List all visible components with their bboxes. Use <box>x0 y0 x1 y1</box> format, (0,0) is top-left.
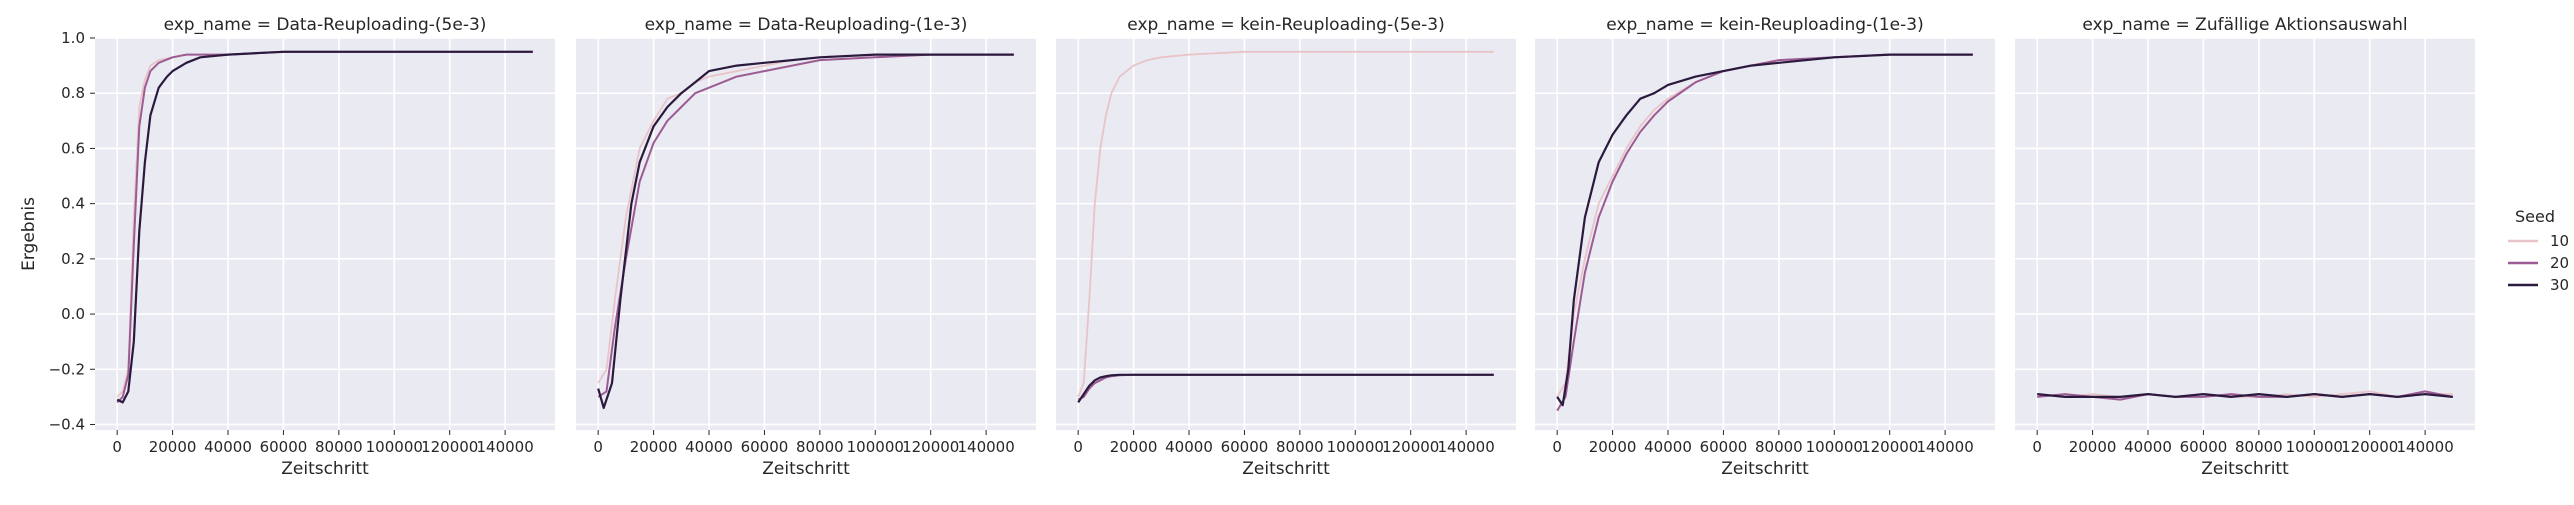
series-line-seed-30 <box>1556 53 1973 407</box>
x-tick-label: 40000 <box>1644 438 1692 456</box>
x-tick-label: 40000 <box>204 438 252 456</box>
x-tick-label: 20000 <box>1110 438 1158 456</box>
x-tick-label: 140000 <box>1916 438 1973 456</box>
x-tick-label: 0 <box>2032 438 2042 456</box>
x-tick-label: 0 <box>112 438 122 456</box>
x-tick-label: 0 <box>1552 438 1562 456</box>
y-axis-label: Ergebnis <box>19 197 39 271</box>
x-tick-label: 80000 <box>2235 438 2283 456</box>
panel-title: exp_name = kein-Reuploading-(1e-3) <box>1606 15 1923 35</box>
x-tick-label: 60000 <box>2180 438 2228 456</box>
panel-background <box>576 38 1036 430</box>
x-tick-label: 40000 <box>1165 438 1213 456</box>
x-tick-label: 100000 <box>1806 438 1863 456</box>
y-tick-label: 0.4 <box>61 195 85 213</box>
panel-title: exp_name = kein-Reuploading-(5e-3) <box>1127 15 1444 35</box>
x-tick-label: 140000 <box>476 438 533 456</box>
x-axis-label: Zeitschritt <box>1242 459 1330 479</box>
x-tick-label: 140000 <box>1437 438 1494 456</box>
x-tick-label: 40000 <box>685 438 733 456</box>
panel-background <box>1535 38 1995 430</box>
x-tick-label: 40000 <box>2124 438 2172 456</box>
x-axis-label: Zeitschritt <box>1721 459 1809 479</box>
panel-title: exp_name = Data-Reuploading-(1e-3) <box>645 15 968 35</box>
x-tick-label: 100000 <box>847 438 904 456</box>
x-tick-label: 0 <box>593 438 603 456</box>
x-tick-label: 80000 <box>1276 438 1324 456</box>
panel-background <box>1056 38 1516 430</box>
y-tick-label: 1.0 <box>61 29 85 47</box>
series-line-seed-30 <box>116 50 533 404</box>
x-tick-label: 20000 <box>1589 438 1637 456</box>
legend-entry-label: 10 <box>2550 232 2569 250</box>
x-tick-label: 100000 <box>366 438 423 456</box>
x-tick-label: 120000 <box>1382 438 1439 456</box>
panel-background <box>95 38 555 430</box>
x-tick-label: 120000 <box>1861 438 1918 456</box>
x-tick-label: 120000 <box>2341 438 2398 456</box>
x-tick-label: 20000 <box>630 438 678 456</box>
x-tick-label: 140000 <box>2396 438 2453 456</box>
x-tick-label: 60000 <box>260 438 308 456</box>
x-tick-label: 100000 <box>2286 438 2343 456</box>
x-tick-label: 80000 <box>796 438 844 456</box>
series-line-seed-10 <box>2037 390 2453 398</box>
legend-entry-label: 30 <box>2550 276 2569 294</box>
x-axis-label: Zeitschritt <box>762 459 850 479</box>
series-line-seed-30 <box>2037 393 2453 398</box>
x-tick-label: 60000 <box>1221 438 1269 456</box>
x-tick-label: 120000 <box>421 438 478 456</box>
series-line-seed-30 <box>597 53 1014 409</box>
y-tick-label: 0.6 <box>61 139 85 157</box>
y-tick-label: −0.2 <box>49 360 85 378</box>
panel-background <box>2015 38 2475 430</box>
x-tick-label: 0 <box>1073 438 1083 456</box>
series-line-seed-20 <box>1556 53 1973 412</box>
legend-title: Seed <box>2515 207 2555 226</box>
x-tick-label: 100000 <box>1327 438 1384 456</box>
x-axis-label: Zeitschritt <box>281 459 369 479</box>
x-axis-label: Zeitschritt <box>2201 459 2289 479</box>
x-tick-label: 80000 <box>315 438 363 456</box>
y-tick-label: 0.0 <box>61 305 85 323</box>
x-tick-label: 120000 <box>902 438 959 456</box>
x-tick-label: 140000 <box>957 438 1014 456</box>
y-tick-label: −0.4 <box>49 415 85 433</box>
x-tick-label: 20000 <box>149 438 197 456</box>
series-line-seed-30 <box>1077 373 1494 404</box>
x-tick-label: 80000 <box>1755 438 1803 456</box>
x-tick-label: 60000 <box>1700 438 1748 456</box>
panel-title: exp_name = Data-Reuploading-(5e-3) <box>164 15 487 35</box>
legend-entry-label: 20 <box>2550 254 2569 272</box>
y-tick-label: 0.2 <box>61 250 85 268</box>
y-tick-label: 0.8 <box>61 84 85 102</box>
x-tick-label: 60000 <box>741 438 789 456</box>
x-tick-label: 20000 <box>2069 438 2117 456</box>
series-line-seed-10 <box>1077 50 1494 398</box>
panel-title: exp_name = Zufällige Aktionsauswahl <box>2082 15 2407 35</box>
